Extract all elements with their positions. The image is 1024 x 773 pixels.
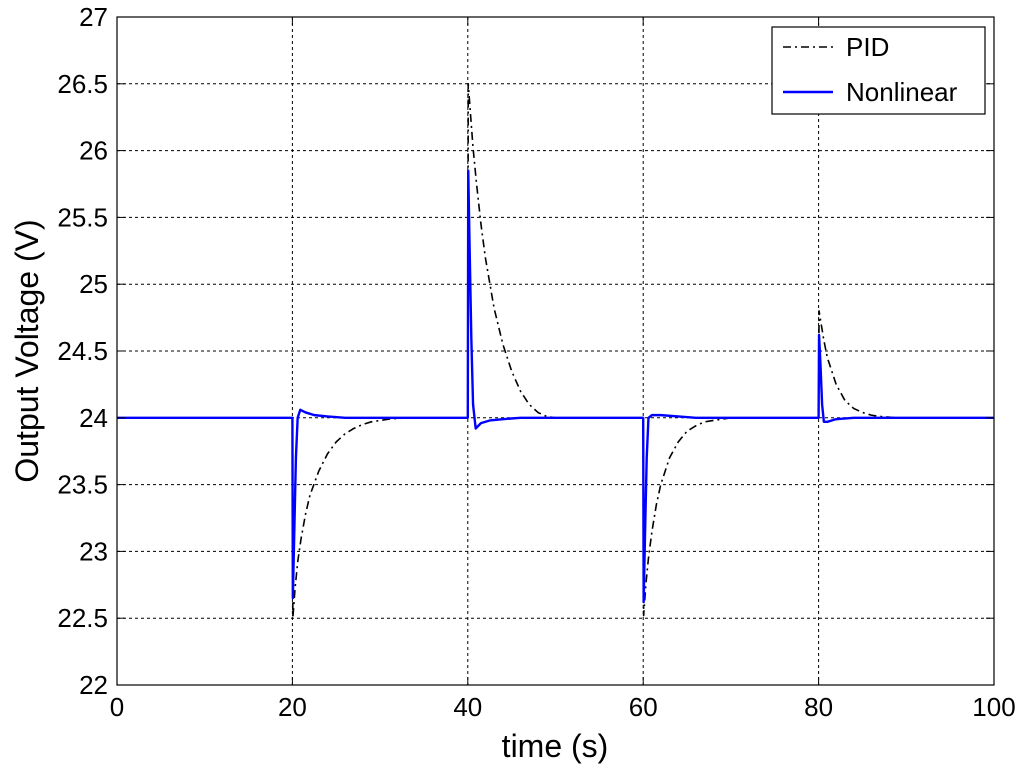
y-axis-title: Output Voltage (V) xyxy=(9,219,45,482)
y-tick-label: 26.5 xyxy=(57,69,108,99)
y-tick-label: 23.5 xyxy=(57,470,108,500)
y-tick-label: 25.5 xyxy=(57,202,108,232)
y-tick-label: 26 xyxy=(79,136,108,166)
y-tick-label: 24.5 xyxy=(57,336,108,366)
legend-box xyxy=(771,26,986,115)
y-axis-tick-labels: 22 22.5 23 23.5 24 24.5 25 25.5 26 26.5 27 xyxy=(57,2,108,700)
series-layer xyxy=(117,83,994,619)
x-tick-label: 60 xyxy=(629,692,658,722)
x-tick-label: 40 xyxy=(453,692,482,722)
legend: PID Nonlinear xyxy=(771,26,986,115)
legend-label-nonlinear: Nonlinear xyxy=(846,77,958,107)
y-tick-label: 25 xyxy=(79,269,108,299)
x-tick-label: 0 xyxy=(110,692,124,722)
y-tick-label: 22 xyxy=(79,670,108,700)
y-tick-label: 23 xyxy=(79,536,108,566)
x-tick-label: 100 xyxy=(972,692,1015,722)
series-line-pid xyxy=(117,83,994,619)
x-tick-label: 80 xyxy=(804,692,833,722)
series-line-nonlinear xyxy=(117,169,994,604)
axis-ticks xyxy=(116,16,995,686)
y-tick-label: 27 xyxy=(79,2,108,32)
y-tick-label: 22.5 xyxy=(57,603,108,633)
x-axis-tick-labels: 0 20 40 60 80 100 xyxy=(110,692,1016,722)
y-tick-label: 24 xyxy=(79,403,108,433)
legend-label-pid: PID xyxy=(846,32,889,62)
x-tick-label: 20 xyxy=(278,692,307,722)
x-axis-title: time (s) xyxy=(502,728,609,764)
